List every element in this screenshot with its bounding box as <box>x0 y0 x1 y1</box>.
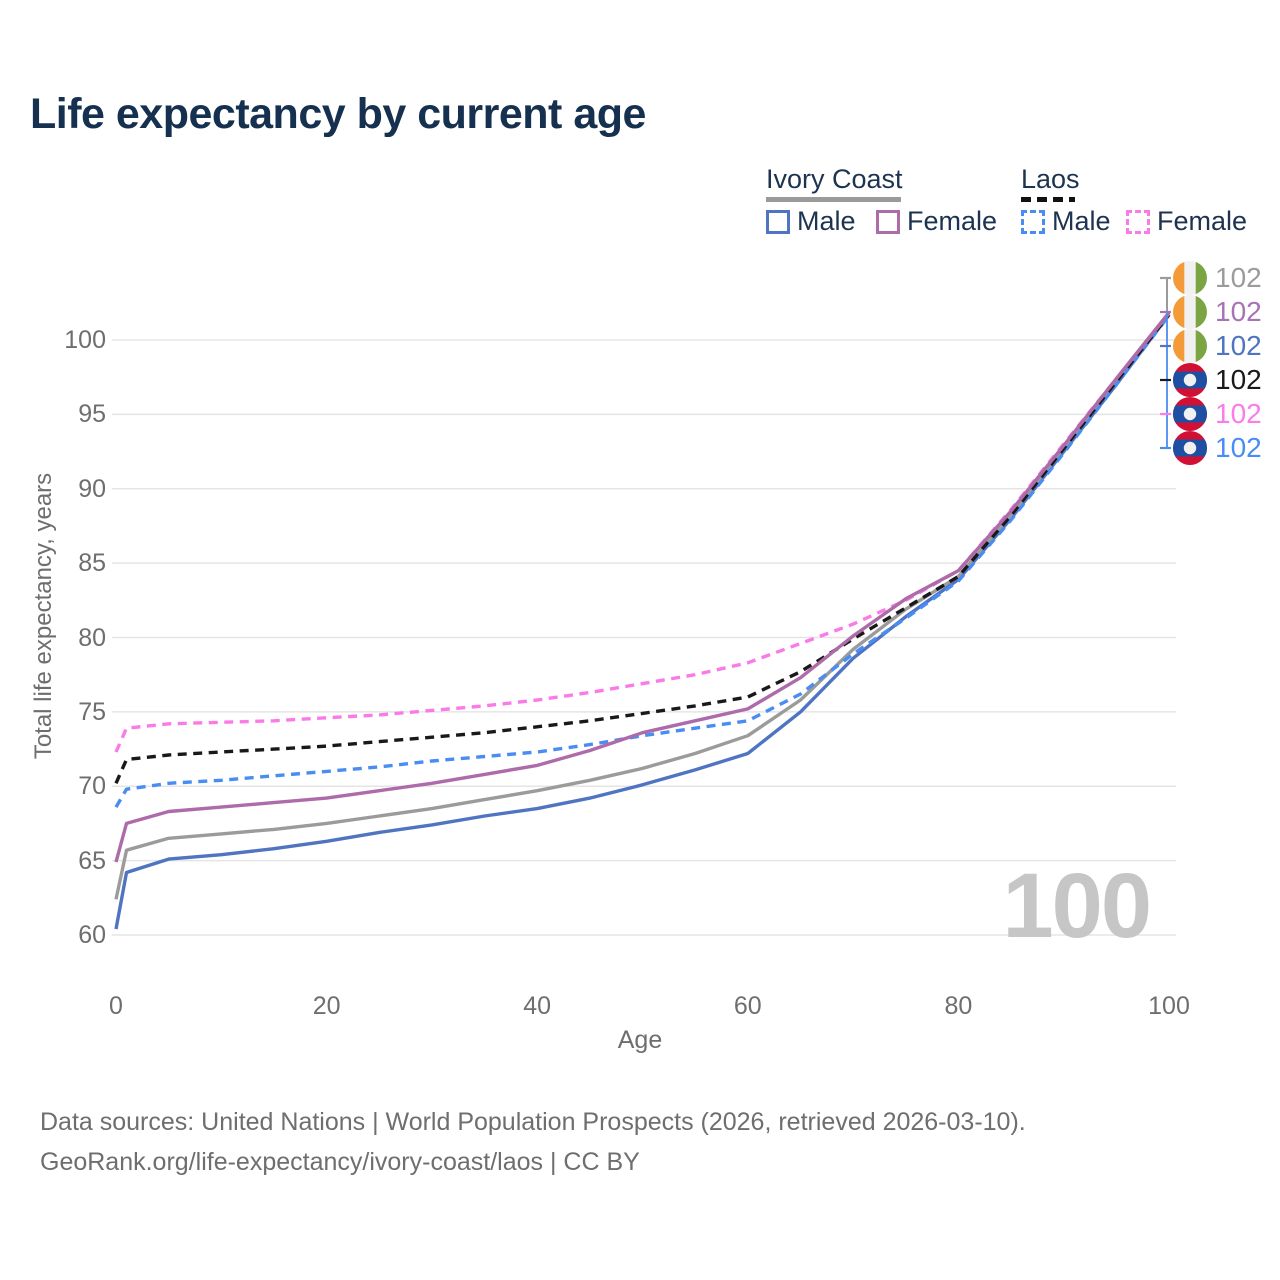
x-tick-label: 20 <box>312 992 341 1020</box>
y-tick-label: 60 <box>78 921 106 949</box>
x-tick-label: 60 <box>733 992 762 1020</box>
series-line-laos-all[interactable] <box>114 313 1171 784</box>
series-line-ivory-coast-all[interactable] <box>114 312 1171 900</box>
y-tick-label: 70 <box>78 772 106 801</box>
x-tick-label: 100 <box>1148 992 1190 1020</box>
laos-male-swatch-icon <box>1021 209 1045 234</box>
ivory-coast-flag-icon <box>1173 295 1207 329</box>
end-label-value: 102 <box>1215 296 1262 327</box>
end-label-value: 102 <box>1215 432 1262 463</box>
x-tick-label: 40 <box>523 992 552 1020</box>
y-axis-title: Total life expectancy, years <box>30 472 57 760</box>
end-label-row: 102 <box>1173 329 1262 363</box>
end-label-row: 102 <box>1173 431 1262 465</box>
laos-flag-icon <box>1173 363 1207 397</box>
chart-series[interactable] <box>114 311 1171 930</box>
laos-female-swatch-icon <box>1126 209 1150 234</box>
legend-item-ivory-coast-male[interactable]: Male <box>766 206 856 237</box>
gridlines <box>112 339 1176 936</box>
ivory-coast-flag-icon <box>1173 261 1207 295</box>
y-tick-label: 90 <box>78 474 106 503</box>
y-tick-label: 75 <box>78 697 106 726</box>
series-line-ivory-coast-female[interactable] <box>114 311 1171 863</box>
legend-item-laos-female[interactable]: Female <box>1126 206 1247 237</box>
laos-flag-icon <box>1173 431 1207 465</box>
legend-group-ivory-coast: Ivory Coast <box>766 164 903 194</box>
legend-item-label: Female <box>907 206 998 236</box>
end-label-row: 102 <box>1173 363 1262 397</box>
legend-item-label: Male <box>1052 206 1111 236</box>
attribution-caption: GeoRank.org/life-expectancy/ivory-coast/… <box>40 1148 640 1176</box>
x-tick-label: 0 <box>109 992 123 1020</box>
y-tick-label: 95 <box>78 400 106 429</box>
y-tick-label: 65 <box>78 846 106 875</box>
end-label-value: 102 <box>1215 262 1262 293</box>
laos-dashed-line-sample <box>1021 197 1075 202</box>
ivory-coast-female-swatch-icon <box>876 209 900 234</box>
ivory-coast-flag-icon <box>1173 329 1207 363</box>
x-axis-title: Age <box>617 1026 663 1054</box>
end-label-value: 102 <box>1215 398 1262 429</box>
end-label-value: 102 <box>1215 330 1262 361</box>
end-label-connectors <box>1160 276 1171 450</box>
end-label-row: 102 <box>1173 295 1262 329</box>
age-watermark: 100 <box>1002 855 1153 957</box>
data-sources-caption: Data sources: United Nations | World Pop… <box>40 1108 1026 1136</box>
ivory-coast-male-swatch-icon <box>766 209 790 234</box>
legend-item-ivory-coast-female[interactable]: Female <box>876 206 997 237</box>
laos-flag-icon <box>1173 397 1207 431</box>
end-label-value: 102 <box>1215 364 1262 395</box>
x-tick-label: 80 <box>944 992 973 1020</box>
ivory-coast-solid-line-sample <box>766 197 901 202</box>
legend-item-label: Male <box>797 206 856 236</box>
series-line-ivory-coast-male[interactable] <box>114 313 1171 930</box>
y-tick-label: 100 <box>64 326 106 354</box>
y-tick-label: 80 <box>78 623 106 652</box>
y-tick-label: 85 <box>78 549 106 578</box>
legend-item-laos-male[interactable]: Male <box>1021 206 1111 237</box>
page-title: Life expectancy by current age <box>30 90 646 138</box>
legend-group-laos: Laos <box>1021 164 1080 194</box>
legend-item-label: Female <box>1157 206 1248 236</box>
end-label-row: 102 <box>1173 397 1262 431</box>
end-label-row: 102 <box>1173 261 1262 295</box>
series-line-laos-female[interactable] <box>114 312 1171 753</box>
